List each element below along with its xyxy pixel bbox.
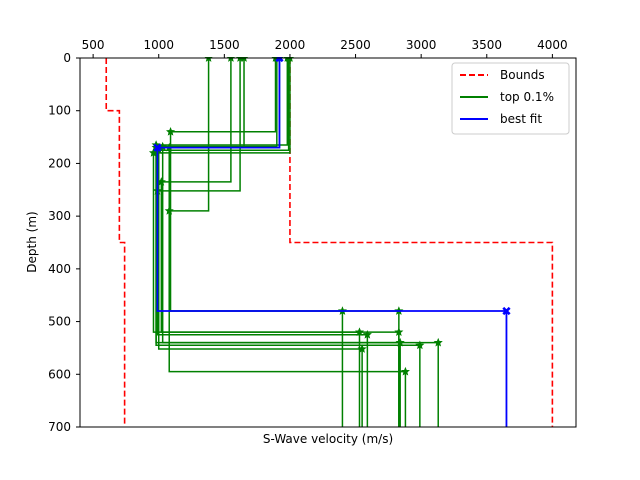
top-model-marker-8-2 [395,337,405,347]
bounds-lower-line [105,58,126,427]
legend-label-1: top 0.1% [500,90,554,104]
legend: Bounds top 0.1% best fit [451,62,570,135]
top-model-marker-6-2 [394,327,404,336]
best-fit-marker-2 [502,306,511,316]
y-tick-label: 200 [48,156,71,170]
best-fit-marker-1 [153,143,162,152]
top-model-line-7 [157,58,363,427]
x-tick-label: 2500 [340,38,371,52]
top-model-marker-9-2 [400,366,410,376]
x-tick-label: 4000 [537,38,568,52]
y-tick-label: 400 [48,262,71,276]
y-axis-label: Depth (m) [25,211,39,272]
top-model-line-8 [161,58,401,427]
x-tick-label: 3000 [406,38,437,52]
plot-area [105,57,554,427]
top-model-marker-2-2 [362,329,372,339]
legend-box [451,62,570,135]
top-model-marker-3-2 [433,337,443,347]
top-model-marker-5-2 [415,340,425,350]
y-tick-label: 100 [48,104,71,118]
top-model-line-6 [152,58,400,427]
x-tick-label: 2000 [275,38,306,52]
legend-label-2: best fit [500,112,542,126]
top-model-marker-6-1 [148,148,159,157]
y-tick-label: 500 [48,315,71,329]
best-fit-line [156,58,508,427]
x-axis-label: S-Wave velocity (m/s) [263,432,393,446]
x-tick-label: 1000 [143,38,174,52]
plot-frame [79,57,577,428]
y-tick-label: 600 [48,367,71,381]
legend-label-0: Bounds [500,68,545,82]
y-tick-label: 300 [48,209,71,223]
y-tick-label: 700 [48,420,71,434]
top-model-marker-7-2 [357,344,367,353]
x-tick-label: 1500 [209,38,240,52]
top-model-marker-4-1 [165,127,176,136]
axes: 500 1000 1500 2000 2500 3000 3500 4000 0 100 200 30… [48,38,577,434]
x-tick-label: 3500 [471,38,502,52]
y-tick-label: 0 [63,51,71,65]
top-model-line-5 [155,58,421,427]
x-tick-label: 500 [82,38,105,52]
